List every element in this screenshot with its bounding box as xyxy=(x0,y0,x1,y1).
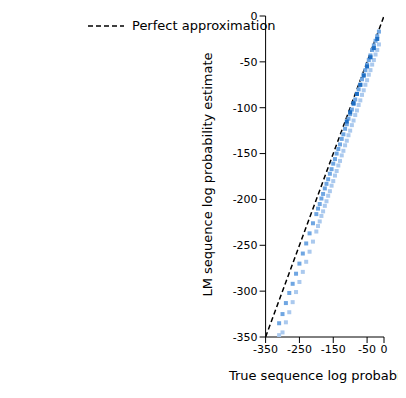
svg-text:-50: -50 xyxy=(240,56,258,69)
svg-text:-50: -50 xyxy=(358,343,376,356)
svg-text:LM sequence log probability es: LM sequence log probability estimate xyxy=(200,52,215,296)
svg-text:-200: -200 xyxy=(233,193,258,206)
svg-text:-250: -250 xyxy=(287,343,312,356)
svg-text:-350: -350 xyxy=(253,343,278,356)
svg-text:-250: -250 xyxy=(233,239,258,252)
svg-text:-300: -300 xyxy=(233,285,258,298)
svg-text:-150: -150 xyxy=(233,147,258,160)
svg-text:-100: -100 xyxy=(233,102,258,115)
svg-text:True sequence log probability: True sequence log probability xyxy=(228,368,398,383)
svg-text:0: 0 xyxy=(381,343,388,356)
svg-text:-150: -150 xyxy=(321,343,346,356)
svg-text:-350: -350 xyxy=(233,331,258,344)
svg-text:0: 0 xyxy=(251,10,258,23)
